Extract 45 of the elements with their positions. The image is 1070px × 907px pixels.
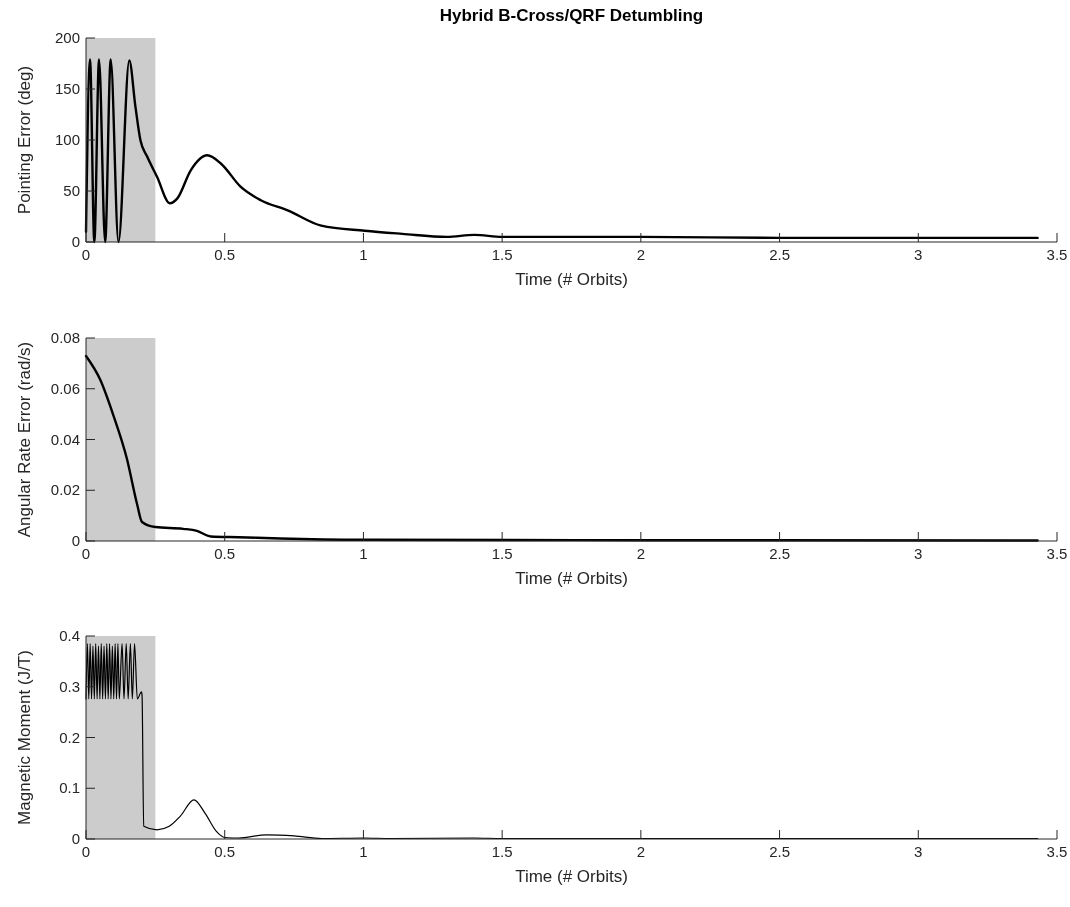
y-axis-title: Magnetic Moment (J/T) — [15, 650, 34, 825]
x-tick-label: 3 — [914, 545, 923, 562]
x-tick-label: 2.5 — [769, 246, 790, 263]
x-tick-label: 3.5 — [1046, 246, 1068, 263]
y-tick-label: 0 — [71, 830, 80, 847]
y-tick-label: 50 — [63, 182, 80, 199]
x-axis-title: Time (# Orbits) — [515, 867, 628, 886]
y-tick-label: 0.02 — [50, 481, 80, 499]
x-tick-label: 0.5 — [214, 246, 236, 263]
y-tick-label: 0.3 — [59, 677, 80, 695]
y-tick-label: 0.2 — [59, 728, 80, 746]
x-tick-label: 1 — [359, 843, 368, 860]
x-tick-label: 0.5 — [214, 843, 236, 860]
x-tick-label: 2.5 — [769, 843, 790, 860]
line-series — [84, 354, 1039, 542]
x-tick-label: 3.5 — [1046, 545, 1068, 562]
x-tick-label: 2 — [636, 843, 646, 860]
x-tick-label: 1.5 — [491, 843, 513, 860]
y-tick-label: 150 — [54, 80, 80, 97]
y-tick-label: 0.08 — [50, 329, 80, 346]
y-tick-label: 0 — [71, 233, 80, 250]
y-tick-label: 200 — [54, 29, 80, 46]
y-tick-label: 0.06 — [50, 379, 80, 397]
y-tick-label: 0.04 — [50, 430, 80, 448]
x-tick-label: 3 — [914, 843, 923, 860]
x-tick-label: 2 — [636, 545, 646, 562]
y-tick-label: 100 — [54, 131, 80, 148]
y-axis-title: Angular Rate Error (rad/s) — [15, 341, 34, 538]
x-tick-label: 3.5 — [1046, 843, 1068, 860]
x-tick-label: 2.5 — [769, 545, 790, 562]
x-tick-label: 0.5 — [214, 545, 236, 562]
line-series — [84, 58, 1039, 244]
y-axis-title: Pointing Error (deg) — [15, 65, 34, 215]
x-tick-label: 2 — [636, 246, 646, 263]
chart-title: Hybrid B-Cross/QRF Detumbling — [439, 6, 704, 25]
y-tick-label: 0 — [71, 532, 80, 549]
x-tick-label: 1.5 — [491, 545, 513, 562]
x-tick-label: 1 — [359, 545, 368, 562]
y-tick-label: 0.1 — [59, 779, 80, 797]
x-axis-title: Time (# Orbits) — [515, 569, 628, 588]
x-tick-label: 3 — [914, 246, 923, 263]
x-axis-title: Time (# Orbits) — [515, 270, 628, 289]
x-tick-label: 1.5 — [491, 246, 513, 263]
y-tick-label: 0.4 — [59, 627, 80, 644]
x-tick-label: 1 — [359, 246, 368, 263]
